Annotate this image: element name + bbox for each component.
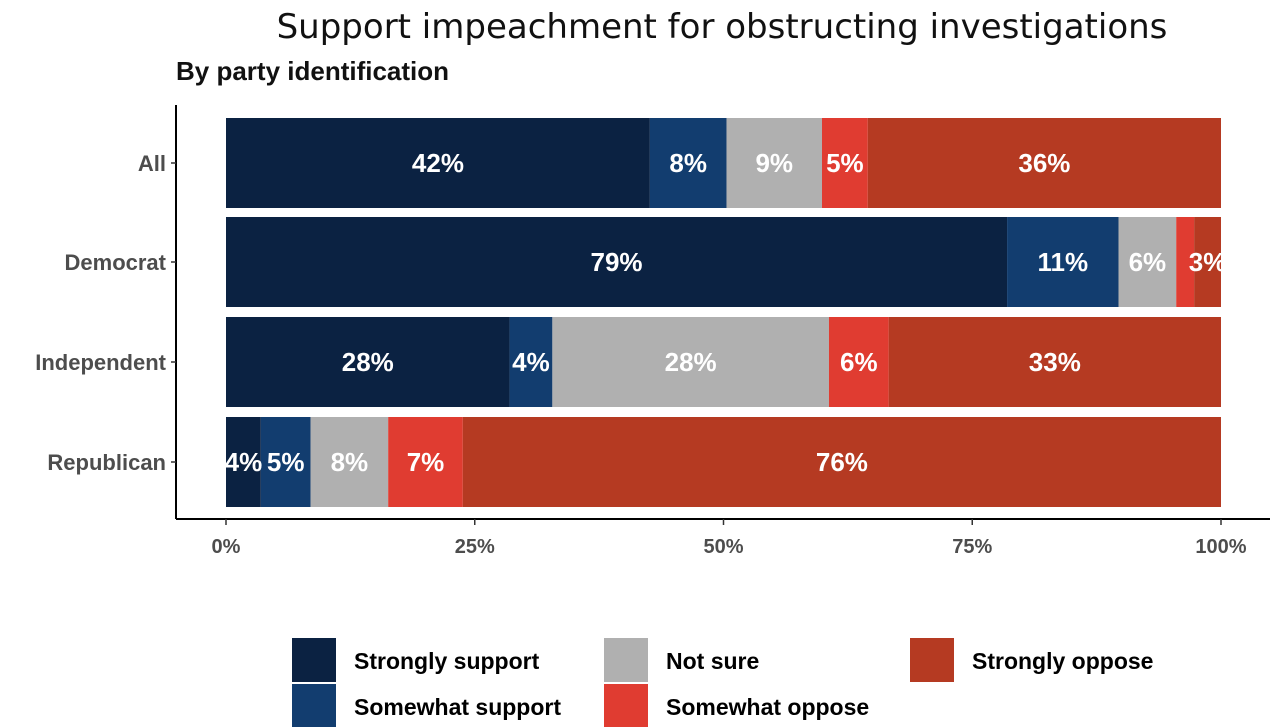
bar-label-all-strongly-oppose: 36% xyxy=(1018,148,1070,178)
legend-item-strongly-support: Strongly support xyxy=(292,638,540,682)
bar-label-independent-strongly-support: 28% xyxy=(342,347,394,377)
legend-item-somewhat-support: Somewhat support xyxy=(292,684,561,727)
legend-swatch-strongly-support xyxy=(292,638,336,682)
legend-swatch-strongly-oppose xyxy=(910,638,954,682)
legend-item-not-sure: Not sure xyxy=(604,638,759,682)
bar-label-democrat-strongly-support: 79% xyxy=(591,247,643,277)
bar-independent-strongly-support xyxy=(226,317,510,407)
chart-title: Support impeachment for obstructing inve… xyxy=(277,7,1168,47)
bar-republican-strongly-oppose xyxy=(462,417,1221,507)
bar-label-independent-strongly-oppose: 33% xyxy=(1029,347,1081,377)
legend-item-somewhat-oppose: Somewhat oppose xyxy=(604,684,869,727)
bar-republican-somewhat-oppose xyxy=(388,417,463,507)
chart-subtitle: By party identification xyxy=(176,56,449,86)
bar-democrat-strongly-support xyxy=(226,217,1008,307)
x-tick-label-25: 25% xyxy=(455,536,495,558)
bar-republican-strongly-support xyxy=(226,417,261,507)
bar-all-somewhat-support xyxy=(649,118,727,208)
bar-democrat-somewhat-oppose xyxy=(1176,217,1195,307)
bar-independent-somewhat-support xyxy=(509,317,553,407)
bar-label-republican-strongly-oppose: 76% xyxy=(816,447,868,477)
legend-label-somewhat-support: Somewhat support xyxy=(354,694,561,720)
legend-item-strongly-oppose: Strongly oppose xyxy=(910,638,1153,682)
y-tick-label-democrat: Democrat xyxy=(65,250,167,275)
bar-label-independent-not-sure: 28% xyxy=(665,347,717,377)
legend-label-strongly-oppose: Strongly oppose xyxy=(972,648,1153,674)
legend: Strongly support Somewhat support Not sure… xyxy=(292,638,1153,727)
bar-independent-somewhat-oppose xyxy=(828,317,889,407)
bar-all-somewhat-oppose xyxy=(822,118,868,208)
bar-independent-strongly-oppose xyxy=(888,317,1221,407)
bar-democrat-not-sure xyxy=(1118,217,1177,307)
bar-row-republican: 4% 5% 8% 7% 76% xyxy=(225,417,1221,507)
bar-label-all-somewhat-oppose: 5% xyxy=(826,148,864,178)
y-tick-label-all: All xyxy=(138,151,166,176)
x-tick-label-75: 75% xyxy=(952,536,992,558)
bar-label-democrat-strongly-oppose: 3% xyxy=(1189,247,1227,277)
y-axis: All Democrat Independent Republican xyxy=(35,105,177,519)
legend-swatch-somewhat-support xyxy=(292,684,336,727)
bar-republican-not-sure xyxy=(310,417,389,507)
plot-area: 42% 8% 9% 5% 36%79% 11% 6% 3%28% 4% 28% 6% 33%4% 5% 8… xyxy=(225,118,1226,507)
bar-label-democrat-not-sure: 6% xyxy=(1129,247,1167,277)
bar-label-democrat-somewhat-support: 11% xyxy=(1037,247,1088,277)
bar-label-republican-somewhat-oppose: 7% xyxy=(407,447,445,477)
bar-label-independent-somewhat-support: 4% xyxy=(512,347,550,377)
bar-label-republican-strongly-support: 4% xyxy=(225,447,263,477)
y-tick-label-republican: Republican xyxy=(47,450,166,475)
bar-label-republican-somewhat-support: 5% xyxy=(267,447,305,477)
bar-label-all-not-sure: 9% xyxy=(755,148,793,178)
bar-democrat-somewhat-support xyxy=(1007,217,1119,307)
bar-all-not-sure xyxy=(726,118,823,208)
x-tick-label-0: 0% xyxy=(212,536,241,558)
bar-row-all: 42% 8% 9% 5% 36% xyxy=(226,118,1221,208)
legend-label-strongly-support: Strongly support xyxy=(354,648,540,674)
bar-all-strongly-oppose xyxy=(867,118,1221,208)
legend-swatch-somewhat-oppose xyxy=(604,684,648,727)
legend-label-not-sure: Not sure xyxy=(666,648,759,674)
bar-label-independent-somewhat-oppose: 6% xyxy=(840,347,878,377)
bar-republican-somewhat-support xyxy=(260,417,311,507)
x-tick-label-50: 50% xyxy=(703,536,743,558)
bar-row-independent: 28% 4% 28% 6% 33% xyxy=(226,317,1221,407)
bar-independent-not-sure xyxy=(552,317,829,407)
x-tick-label-100: 100% xyxy=(1195,536,1246,558)
bar-democrat-strongly-oppose xyxy=(1194,217,1221,307)
x-axis: 0% 25% 50% 75% 100% xyxy=(176,518,1270,558)
bar-label-all-strongly-support: 42% xyxy=(412,148,464,178)
legend-label-somewhat-oppose: Somewhat oppose xyxy=(666,694,869,720)
bar-label-all-somewhat-support: 8% xyxy=(669,148,707,178)
legend-swatch-not-sure xyxy=(604,638,648,682)
bar-row-democrat: 79% 11% 6% 3% xyxy=(226,217,1226,307)
y-tick-label-independent: Independent xyxy=(35,350,166,375)
bar-all-strongly-support xyxy=(226,118,650,208)
bar-label-republican-not-sure: 8% xyxy=(331,447,369,477)
